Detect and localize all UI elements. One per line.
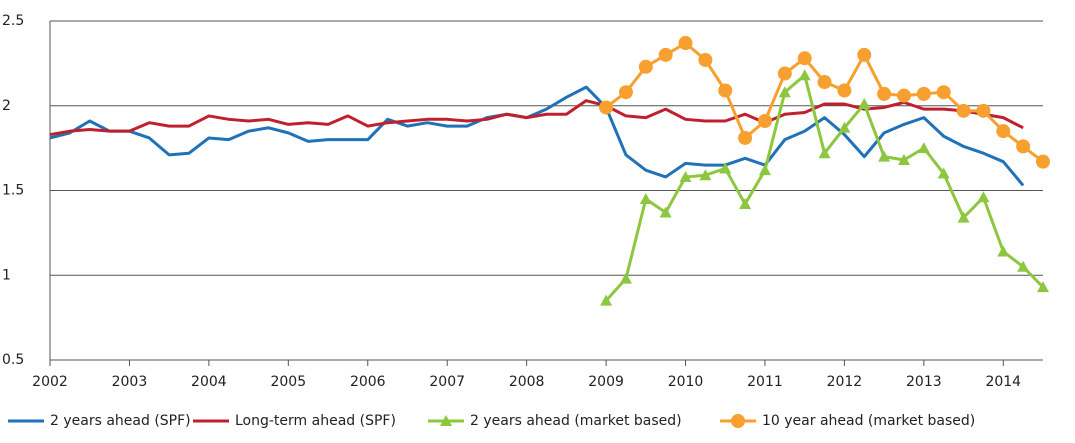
point <box>797 51 812 66</box>
x-tick-label: 2005 <box>270 374 306 390</box>
legend-label: 2 years ahead (market based) <box>470 413 682 429</box>
y-tick-label: 1 <box>2 267 11 283</box>
point <box>878 150 891 162</box>
point <box>679 170 692 182</box>
point <box>658 47 673 62</box>
legend-marker <box>440 415 452 426</box>
point <box>1036 154 1050 169</box>
x-tick-label: 2007 <box>429 374 465 390</box>
point <box>600 294 613 306</box>
series-line <box>49 85 1025 187</box>
point <box>818 147 831 159</box>
point <box>897 153 910 165</box>
point <box>1037 281 1049 293</box>
point <box>877 86 892 101</box>
y-tick-label: 2 <box>2 98 11 114</box>
point <box>937 167 950 179</box>
point <box>916 86 931 101</box>
point <box>758 164 771 176</box>
point <box>599 100 614 115</box>
x-tick-label: 2006 <box>350 374 386 390</box>
y-tick-label: 2.5 <box>2 13 24 29</box>
y-tick-label: 1.5 <box>2 183 24 199</box>
point <box>718 83 733 98</box>
x-tick-label: 2010 <box>668 374 704 390</box>
x-tick-label: 2004 <box>191 374 227 390</box>
point <box>817 75 832 90</box>
point <box>956 103 971 118</box>
point <box>739 198 752 210</box>
point <box>996 124 1011 139</box>
point <box>896 88 911 103</box>
point <box>777 66 792 81</box>
point <box>678 36 693 51</box>
point <box>639 192 652 204</box>
point <box>719 162 732 174</box>
x-tick-label: 2013 <box>906 374 942 390</box>
point <box>1016 139 1031 154</box>
point <box>778 86 791 98</box>
point <box>638 59 653 74</box>
point <box>619 272 632 284</box>
legend-marker <box>731 414 745 428</box>
legend-label: 2 years ahead (SPF) <box>50 413 191 429</box>
series-line <box>605 41 1044 163</box>
point <box>917 142 930 154</box>
point <box>976 103 991 118</box>
x-tick-label: 2008 <box>509 374 545 390</box>
point <box>857 47 872 62</box>
point <box>618 85 633 100</box>
point <box>858 98 871 110</box>
point <box>757 114 772 129</box>
x-tick-label: 2014 <box>985 374 1021 390</box>
x-tick-label: 2011 <box>747 374 783 390</box>
point <box>977 191 990 203</box>
point <box>838 121 851 133</box>
point <box>798 69 811 81</box>
point <box>837 83 852 98</box>
point <box>1017 260 1030 272</box>
y-tick-label: 0.5 <box>2 352 24 368</box>
point <box>936 85 951 100</box>
legend-label: Long-term ahead (SPF) <box>235 413 396 429</box>
point <box>699 169 712 181</box>
point <box>957 211 970 223</box>
x-tick-label: 2003 <box>112 374 148 390</box>
x-tick-label: 2002 <box>32 374 68 390</box>
point <box>738 130 753 145</box>
point <box>659 206 672 218</box>
x-tick-label: 2009 <box>588 374 624 390</box>
point <box>997 245 1010 257</box>
x-tick-label: 2012 <box>827 374 863 390</box>
point <box>698 52 713 67</box>
legend-label: 10 year ahead (market based) <box>762 413 975 429</box>
